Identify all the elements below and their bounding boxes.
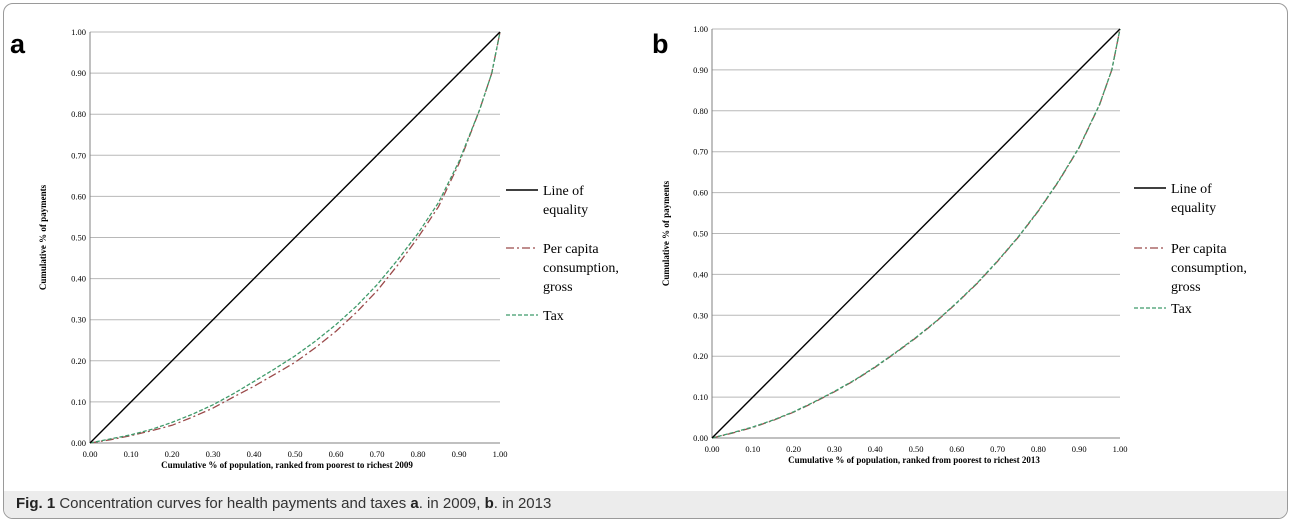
panel-b-legend-consumption-label: consumption, — [1171, 261, 1247, 276]
panel-b-x-tick-label: 0.20 — [786, 444, 801, 454]
panel-b-x-tick-label: 0.80 — [1031, 444, 1046, 454]
panel-a-x-tick-label: 0.20 — [165, 449, 180, 459]
panel-b-legend-equality-label: equality — [1171, 201, 1216, 216]
panel-b-equality-line — [711, 28, 1121, 439]
panel-b-tax-curve — [711, 28, 1121, 439]
panel-a-x-tick-label: 0.30 — [206, 449, 221, 459]
panel-b-legend-tax-label: Tax — [1171, 302, 1192, 317]
figure-caption: Fig. 1 Concentration curves for health p… — [16, 495, 551, 512]
caption-text-1: Concentration curves for health payments… — [55, 495, 411, 512]
panel-b-x-tick-label: 0.10 — [745, 444, 760, 454]
caption-fig-label: Fig. 1 — [16, 495, 56, 512]
panel-b-x-tick-label: 0.50 — [909, 444, 924, 454]
panel-b-legend-consumption-label: gross — [1171, 280, 1201, 295]
panel-b-x-axis-title: Cumulative % of population, ranked from … — [788, 455, 1040, 465]
panel-b-x-tick-label: 0.70 — [990, 444, 1005, 454]
panel-a-equality-line — [89, 31, 501, 444]
panel-b-x-tick-label: 0.60 — [949, 444, 964, 454]
panel-a-y-tick-label: 0.10 — [71, 397, 86, 407]
panel-a-legend-consumption-label: Per capita — [543, 242, 599, 257]
panel-a-y-tick-label: 0.60 — [71, 191, 86, 201]
panel-a-y-tick-label: 0.80 — [71, 109, 86, 119]
panel-a-y-axis-title: Cumulative % of payments — [38, 184, 48, 290]
panel-a-y-tick-label: 0.30 — [71, 315, 86, 325]
panel-b-y-tick-label: 0.20 — [693, 351, 708, 361]
panel-a-x-tick-label: 0.10 — [124, 449, 139, 459]
panel-a-y-tick-label: 0.50 — [71, 233, 86, 243]
panel-a-x-tick-label: 0.60 — [329, 449, 344, 459]
panel-b-x-tick-label: 1.00 — [1113, 444, 1128, 454]
panel-a-y-tick-label: 0.20 — [71, 356, 86, 366]
figure-charts: 0.00 0.10 0.20 0.30 0.40 0.50 0.60 0.70 0.80 0.90… — [10, 24, 1247, 470]
panel-a-x-tick-label: 0.40 — [247, 449, 262, 459]
panel-b-y-tick-label: 0.30 — [693, 310, 708, 320]
panel-b-y-tick-label: 0.70 — [693, 147, 708, 157]
panel-a-legend-equality-label: equality — [543, 203, 588, 218]
panel-b-y-tick-label: 0.90 — [693, 65, 708, 75]
panel-a-x-tick-label: 0.50 — [288, 449, 303, 459]
panel-a-y-tick-label: 0.70 — [71, 150, 86, 160]
panel-a-y-tick-label: 0.40 — [71, 274, 86, 284]
panel-a-legend-equality-label: Line of — [543, 184, 584, 199]
panel-b-y-tick-label: 0.50 — [693, 229, 708, 239]
panel-b-y-tick-label: 1.00 — [693, 24, 708, 34]
caption-label-a: a — [410, 495, 419, 512]
panel-a-y-tick-label: 0.90 — [71, 68, 86, 78]
panel-a-legend-tax-label: Tax — [543, 309, 564, 324]
figure-frame — [3, 3, 1288, 519]
panel-a-legend-consumption-label: gross — [543, 280, 573, 295]
panel-b-x-tick-label: 0.00 — [705, 444, 720, 454]
panel-b-x-tick-label: 0.90 — [1072, 444, 1087, 454]
panel-a-x-axis-title: Cumulative % of population, ranked from … — [161, 460, 413, 470]
caption-label-b: b — [484, 495, 494, 512]
panel-b-legend-equality-label: Line of — [1171, 182, 1212, 197]
panel-a-y-tick-label: 1.00 — [71, 27, 86, 37]
panel-b-x-tick-label: 0.40 — [868, 444, 883, 454]
panel-a-x-tick-label: 1.00 — [493, 449, 508, 459]
panel-b-y-tick-label: 0.00 — [693, 433, 708, 443]
panel-b-y-tick-label: 0.40 — [693, 269, 708, 279]
panel-b-y-axis-title: Cumulative % of payments — [661, 180, 671, 286]
panel-b-y-tick-label: 0.80 — [693, 106, 708, 116]
panel-a-x-tick-label: 0.90 — [452, 449, 467, 459]
caption-bar: Fig. 1 Concentration curves for health p… — [4, 491, 1287, 518]
panel-a-legend-consumption-label: consumption, — [543, 261, 619, 276]
panel-a-x-tick-label: 0.00 — [83, 449, 98, 459]
panel-a-y-tick-label: 0.00 — [71, 438, 86, 448]
panel-b-y-tick-label: 0.10 — [693, 392, 708, 402]
panel-a-x-tick-label: 0.80 — [411, 449, 426, 459]
panel-a-label: a — [10, 29, 26, 59]
panel-a-consumption-curve — [89, 31, 501, 444]
panel-b-x-tick-label: 0.30 — [827, 444, 842, 454]
panel-a-tax-curve — [89, 31, 501, 444]
panel-a-x-tick-label: 0.70 — [370, 449, 385, 459]
panel-b-label: b — [652, 29, 669, 59]
caption-text-2: . in 2009, — [418, 495, 485, 512]
panel-b-y-tick-label: 0.60 — [693, 188, 708, 198]
caption-text-3: . in 2013 — [493, 495, 552, 512]
panel-b-legend-consumption-label: Per capita — [1171, 242, 1227, 257]
